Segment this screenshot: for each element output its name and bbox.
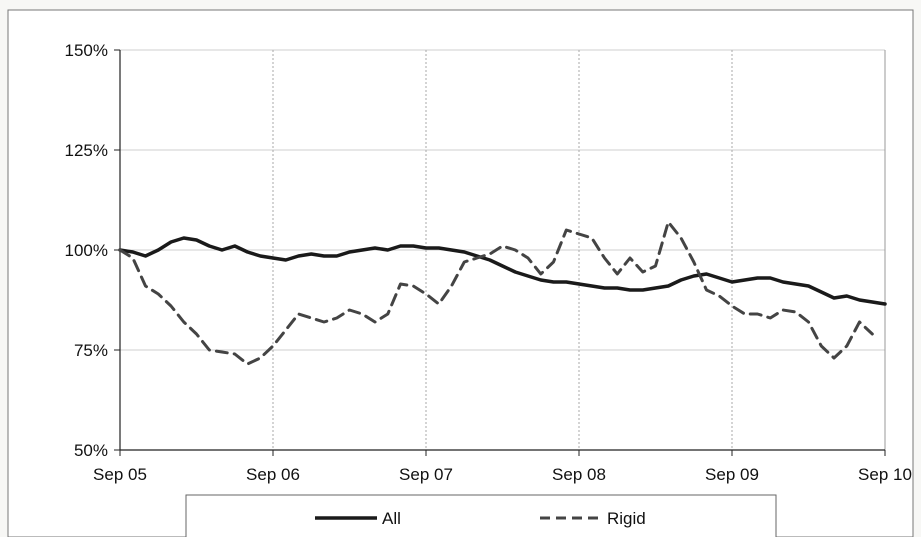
- y-tick-label: 75%: [74, 341, 108, 360]
- x-tick-label: Sep 05: [93, 465, 147, 484]
- x-tick-label: Sep 06: [246, 465, 300, 484]
- y-tick-label: 150%: [65, 41, 108, 60]
- x-axis-tick-labels: Sep 05 Sep 06 Sep 07 Sep 08 Sep 09 Sep 10: [93, 465, 912, 484]
- y-axis-tick-labels: 50% 75% 100% 125% 150%: [65, 41, 108, 460]
- legend-label-all: All: [382, 509, 401, 528]
- x-tick-label: Sep 09: [705, 465, 759, 484]
- grid-lines: [120, 49, 886, 450]
- x-tick-label: Sep 08: [552, 465, 606, 484]
- series-lines: [118, 220, 887, 366]
- y-tick-label: 125%: [65, 141, 108, 160]
- legend-box: [185, 494, 777, 537]
- axes: [114, 49, 886, 456]
- legend: All Rigid: [185, 494, 777, 537]
- series-line-all: [118, 236, 887, 306]
- legend-label-rigid: Rigid: [607, 509, 646, 528]
- y-tick-label: 100%: [65, 241, 108, 260]
- chart-frame: [7, 9, 914, 537]
- x-tick-label: Sep 10: [858, 465, 912, 484]
- x-tick-label: Sep 07: [399, 465, 453, 484]
- series-line-rigid: [118, 220, 874, 366]
- y-tick-label: 50%: [74, 441, 108, 460]
